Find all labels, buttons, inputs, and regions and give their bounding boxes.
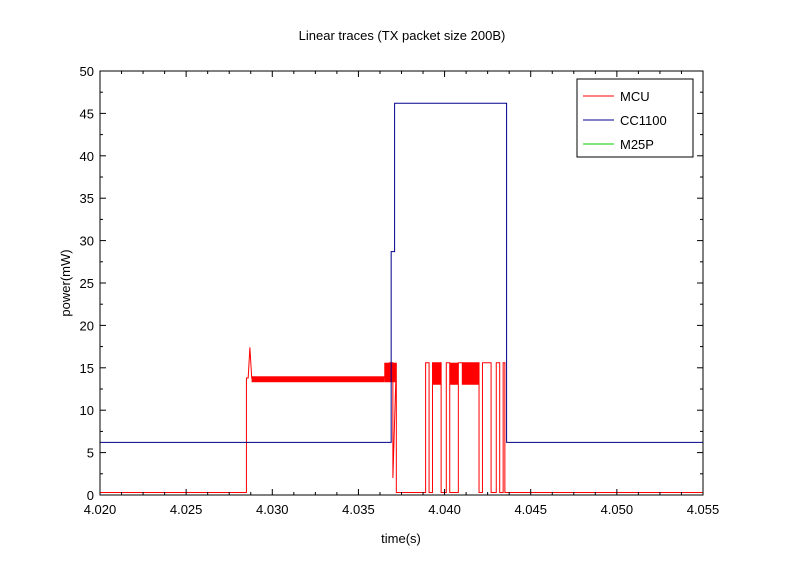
y-tick-label: 5 xyxy=(87,446,94,461)
y-tick-label: 15 xyxy=(80,361,94,376)
series-line-cc1100 xyxy=(100,102,703,443)
x-tick-label: 4.040 xyxy=(428,502,461,517)
series-line-mcu xyxy=(100,347,703,493)
x-tick-label: 4.020 xyxy=(84,502,117,517)
y-tick-label: 35 xyxy=(80,191,94,206)
chart-title: Linear traces (TX packet size 200B) xyxy=(299,28,506,43)
y-tick-label: 40 xyxy=(80,149,94,164)
mcu-switching-band xyxy=(449,362,459,385)
x-tick-label: 4.035 xyxy=(342,502,375,517)
x-tick-label: 4.045 xyxy=(514,502,547,517)
y-tick-label: 30 xyxy=(80,234,94,249)
y-axis-label: power(mW) xyxy=(58,249,73,316)
y-axis: 0 5 10 15 20 25 30 35 40 45 50 xyxy=(80,64,703,503)
y-tick-label: 45 xyxy=(80,106,94,121)
legend-label: MCU xyxy=(620,89,650,104)
x-axis: 4.020 4.025 4.030 4.035 4.040 4.045 4.050 4.055 xyxy=(84,71,720,517)
mcu-switching-band xyxy=(461,362,480,385)
x-tick-label: 4.055 xyxy=(687,502,720,517)
legend: MCU CC1100 M25P xyxy=(576,78,694,158)
mcu-switching-band xyxy=(251,376,385,383)
x-tick-label: 4.050 xyxy=(601,502,634,517)
y-tick-label: 25 xyxy=(80,276,94,291)
legend-label: M25P xyxy=(620,137,654,152)
x-tick-label: 4.025 xyxy=(170,502,203,517)
y-tick-label: 10 xyxy=(80,403,94,418)
x-axis-label: time(s) xyxy=(381,531,421,546)
y-tick-label: 50 xyxy=(80,64,94,79)
x-tick-label: 4.030 xyxy=(256,502,289,517)
y-tick-label: 20 xyxy=(80,318,94,333)
plot-area xyxy=(100,102,703,493)
mcu-switching-band xyxy=(432,362,442,385)
legend-label: CC1100 xyxy=(620,113,667,128)
y-tick-label: 0 xyxy=(87,488,94,503)
